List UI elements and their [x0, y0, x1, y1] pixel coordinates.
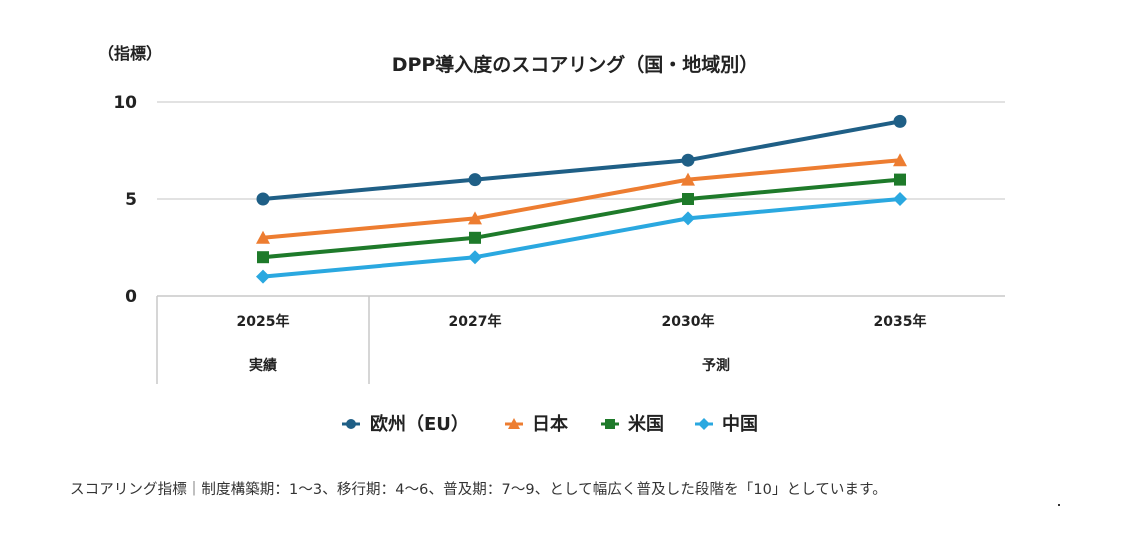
- data-point-usa-2035: [894, 173, 906, 186]
- x-tick-label-2035: 2035年: [874, 313, 927, 330]
- series-line-japan: [262, 158, 901, 240]
- data-point-china-2027: [468, 250, 482, 265]
- category-group-actual: 実績: [249, 357, 277, 374]
- y-axis-unit-label: （指標）: [98, 44, 162, 63]
- legend-label-eu: 欧州（EU）: [370, 413, 469, 435]
- stray-dot: [1058, 504, 1060, 506]
- series-line-china: [262, 197, 901, 279]
- legend-marker-eu: [342, 419, 360, 429]
- data-point-china-2030: [681, 211, 695, 226]
- data-point-usa-2027: [469, 231, 481, 244]
- series-line-eu: [262, 119, 901, 201]
- series-line-usa: [262, 177, 901, 260]
- legend-marker-japan: [505, 418, 523, 429]
- legend-item-eu: 欧州（EU）: [342, 413, 469, 435]
- data-point-eu-2035: [893, 114, 907, 128]
- legend-marker-usa: [601, 419, 619, 429]
- legend-label-usa: 米国: [628, 413, 664, 435]
- data-point-eu-2030: [681, 153, 695, 167]
- x-tick-label-2025: 2025年: [237, 313, 290, 330]
- data-point-china-2035: [893, 192, 907, 206]
- legend-item-china: 中国: [695, 413, 758, 435]
- x-tick-label-2027: 2027年: [449, 313, 502, 330]
- y-tick-label-10: 10: [113, 93, 137, 113]
- legend: 欧州（EU） 日本 米国 中国: [342, 413, 758, 435]
- category-group-forecast: 予測: [702, 357, 730, 374]
- data-point-usa-2030: [682, 193, 694, 205]
- x-tick-label-2030: 2030年: [662, 313, 715, 330]
- data-point-china-2025: [256, 269, 270, 284]
- data-point-eu-2025: [256, 192, 270, 206]
- data-point-eu-2027: [468, 173, 482, 187]
- legend-marker-china: [695, 418, 713, 430]
- data-point-japan-2030: [681, 172, 695, 186]
- legend-label-china: 中国: [722, 413, 758, 435]
- legend-item-japan: 日本: [505, 413, 568, 435]
- legend-item-usa: 米国: [601, 413, 664, 435]
- series-layer: [256, 114, 907, 284]
- data-point-japan-2027: [468, 211, 482, 225]
- footnote: スコアリング指標｜制度構築期：1～3、移行期：4～6、普及期：7～9、として幅広…: [70, 482, 887, 498]
- y-tick-label-0: 0: [125, 287, 137, 307]
- y-tick-label-5: 5: [125, 190, 137, 210]
- data-point-japan-2035: [893, 153, 907, 167]
- data-point-usa-2025: [257, 251, 269, 264]
- chart-title: DPP導入度のスコアリング（国・地域別）: [392, 53, 759, 76]
- legend-label-japan: 日本: [532, 413, 568, 435]
- data-point-japan-2025: [256, 230, 270, 244]
